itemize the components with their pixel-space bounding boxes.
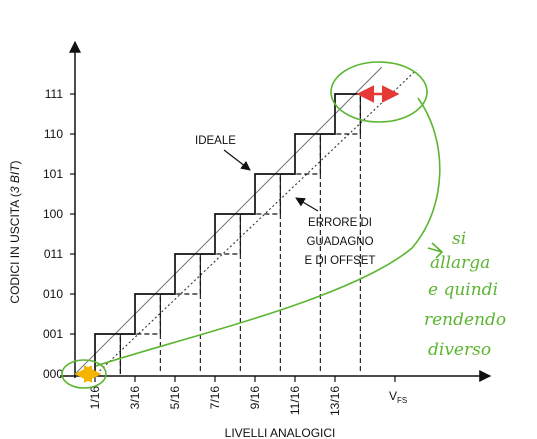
error-pointer bbox=[295, 197, 319, 212]
y-tick-label: 001 bbox=[43, 327, 63, 341]
y-axis-title: CODICI IN USCITA (3 BIT) bbox=[8, 160, 22, 303]
handwritten-note-line-4: rendendo bbox=[424, 310, 506, 330]
x-end-label: VFS bbox=[389, 389, 407, 405]
highlight-connector bbox=[95, 97, 441, 367]
handwritten-note-line-2: allarga bbox=[430, 253, 490, 273]
handwritten-note: si allarga e quindi rendendo diverso bbox=[424, 229, 506, 360]
annotation-error-line-2: GUADAGNO bbox=[306, 236, 373, 248]
annotation-error: ERRORE DI GUADAGNO E DI OFFSET bbox=[305, 217, 376, 267]
x-axis-title: LIVELLI ANALOGICI bbox=[225, 426, 336, 439]
y-tick-labels: 000 001 010 011 100 101 110 111 bbox=[43, 87, 75, 381]
y-tick-label: 000 bbox=[43, 367, 63, 381]
highlight-circle-bottom bbox=[61, 359, 107, 389]
y-tick-label: 011 bbox=[44, 247, 63, 261]
handwritten-note-line-5: diverso bbox=[428, 340, 491, 360]
x-tick-label: 5/16 bbox=[168, 386, 182, 410]
y-tick-label: 101 bbox=[43, 167, 63, 181]
x-tick-label: 7/16 bbox=[208, 386, 222, 410]
reference-lines bbox=[74, 66, 417, 375]
staircase-solid bbox=[94, 93, 395, 374]
annotation-error-line-3: E DI OFFSET bbox=[305, 255, 376, 267]
y-tick-label: 110 bbox=[44, 127, 63, 141]
handwritten-note-line-1: si bbox=[452, 229, 466, 249]
x-tick-label: 9/16 bbox=[248, 386, 262, 410]
handwritten-note-line-3: e quindi bbox=[428, 280, 498, 300]
reference-line-solid bbox=[74, 66, 383, 375]
annotation-error-line-1: ERRORE DI bbox=[308, 217, 372, 229]
ideale-pointer bbox=[223, 149, 251, 171]
annotation-ideale: IDEALE bbox=[195, 135, 236, 147]
highlight-circle-top bbox=[330, 61, 428, 123]
y-tick-label: 111 bbox=[45, 87, 64, 101]
x-tick-label: 3/16 bbox=[128, 386, 142, 410]
staircases bbox=[94, 93, 395, 374]
x-tick-labels: 1/16 3/16 5/16 7/16 9/16 11/16 13/16 VFS bbox=[88, 376, 407, 416]
reference-line-dotted bbox=[95, 69, 417, 375]
x-tick-label: 1/16 bbox=[88, 386, 102, 410]
handwritten-arrow bbox=[427, 242, 444, 259]
y-tick-label: 100 bbox=[43, 207, 63, 221]
x-tick-label: 13/16 bbox=[328, 386, 342, 416]
y-tick-label: 010 bbox=[43, 287, 63, 301]
x-tick-label: 11/16 bbox=[288, 386, 302, 415]
